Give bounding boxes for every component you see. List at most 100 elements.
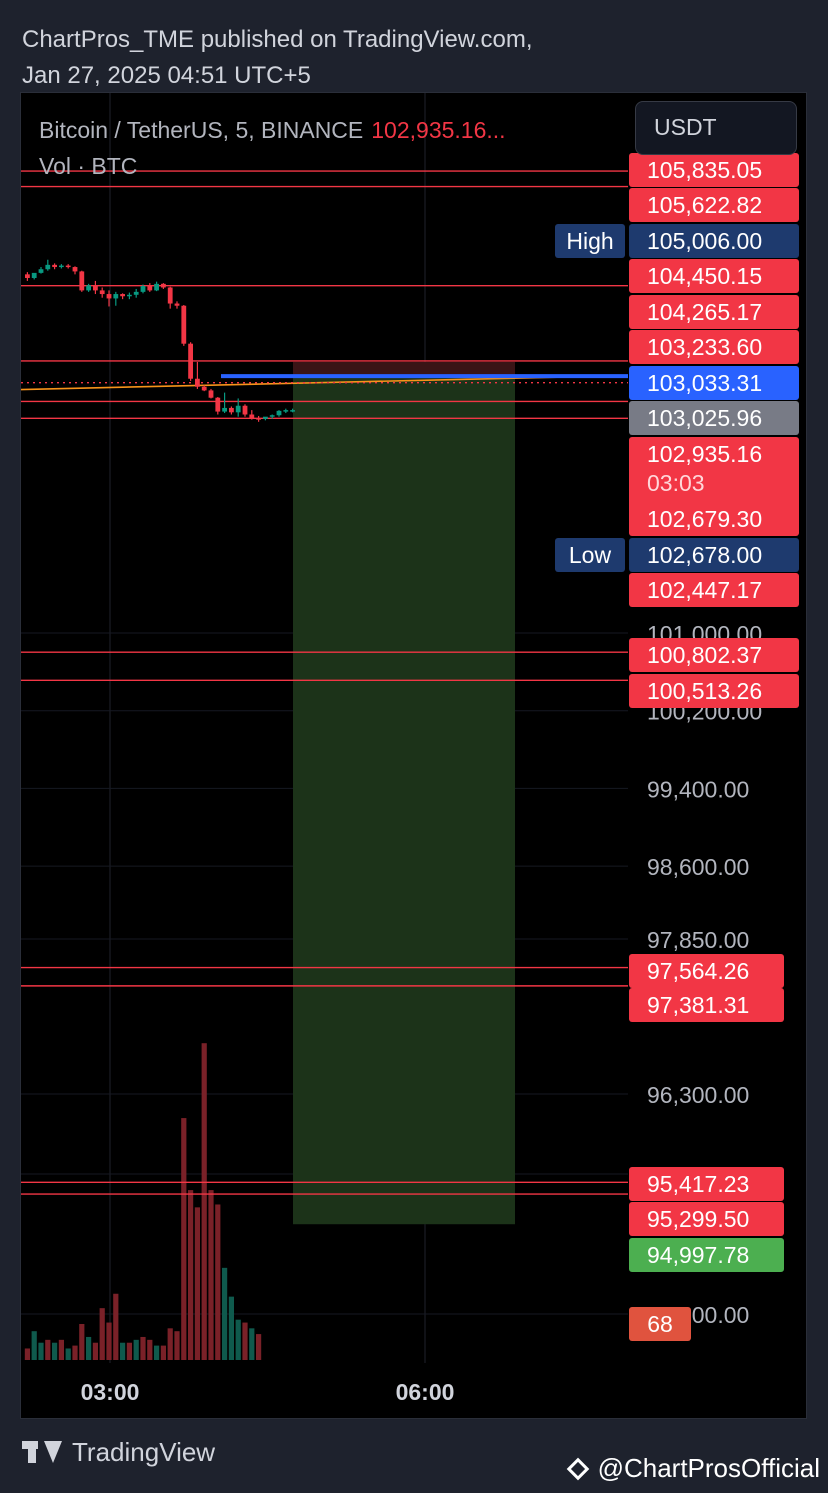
volume-bar (228, 1296, 234, 1360)
price-tag (629, 674, 799, 708)
candle-body (59, 265, 64, 268)
candle-body (38, 269, 44, 273)
candle-body (249, 414, 255, 419)
price-tag (629, 954, 784, 988)
volume-bar (242, 1322, 248, 1360)
price-tag (629, 330, 799, 364)
candle-body (269, 415, 275, 417)
volume-tag (629, 1307, 691, 1341)
volume-bar (154, 1345, 160, 1360)
volume-bar (208, 1190, 214, 1360)
reward-zone (293, 376, 515, 1225)
volume-bar (31, 1331, 37, 1360)
price-tag (629, 366, 799, 400)
y-tick-label: 98,600.00 (647, 854, 749, 880)
price-tag (629, 1202, 784, 1236)
volume-bar (45, 1339, 51, 1360)
brand-name: TradingView (72, 1437, 216, 1467)
y-tick-label: 97,850.00 (647, 927, 749, 953)
price-tag-label: 102,678.00 (647, 542, 762, 568)
volume-bar (222, 1267, 228, 1360)
currency-button[interactable]: USDT (635, 101, 797, 155)
candle-body (242, 405, 248, 415)
price-tag-label: 105,006.00 (647, 228, 762, 254)
price-tag (629, 502, 799, 536)
volume-bar (86, 1336, 92, 1360)
volume-bar (174, 1331, 180, 1360)
watermark-text: @ChartProsOfficial (597, 1453, 820, 1483)
candle-body (263, 416, 268, 419)
volume-bar (167, 1328, 173, 1360)
price-tag-label: 95,299.50 (647, 1206, 749, 1232)
volume-bar (92, 1342, 98, 1360)
price-tag (629, 153, 799, 187)
candle-body (113, 294, 119, 299)
candle-body (167, 287, 173, 304)
price-tag-label: 102,935.16 (647, 441, 762, 467)
candle-body (140, 286, 146, 292)
candle-body (222, 407, 227, 412)
risk-zone (293, 361, 515, 377)
candle-body (283, 410, 289, 412)
price-tag (629, 437, 799, 509)
symbol-legend[interactable]: Bitcoin / TetherUS, 5, BINANCE 102,935.16… (39, 117, 506, 144)
candle-body (127, 294, 132, 297)
candle-body (52, 264, 57, 268)
y-tick-label: 96,300.00 (647, 1082, 749, 1108)
candle-body (25, 274, 30, 278)
price-tag-label: 100,802.37 (647, 642, 762, 668)
volume-bar (188, 1190, 194, 1360)
extreme-tag-label: Low (569, 542, 612, 568)
volume-bar (79, 1324, 85, 1360)
volume-bar (106, 1322, 112, 1360)
candle-body (93, 285, 98, 291)
price-tag-label: 94,997.78 (647, 1242, 749, 1268)
chart-pane[interactable]: 101,000.00 100,200.00 99,400.00 98,600.00 97… (20, 92, 807, 1419)
price-chart[interactable]: 101,000.00100,200.0099,400.0098,600.0097… (21, 93, 806, 1418)
volume-bar (99, 1308, 105, 1360)
price-tag (629, 638, 799, 672)
candle-body (79, 271, 85, 291)
candle-body (65, 265, 71, 268)
legend-price: 102,935.16... (371, 117, 506, 143)
volume-bar (140, 1336, 146, 1360)
volume-bar (147, 1339, 153, 1360)
volume-bar (194, 1207, 200, 1360)
x-tick-label: 06:00 (396, 1379, 455, 1405)
price-tag-label: 103,233.60 (647, 334, 762, 360)
candle-body (208, 390, 214, 398)
price-tag-label: 97,564.26 (647, 958, 749, 984)
price-tag (629, 224, 799, 258)
price-tag (629, 188, 799, 222)
price-tag-label: 100,513.26 (647, 678, 762, 704)
publisher-line: ChartPros_TME published on TradingView.c… (22, 26, 533, 53)
price-tag (629, 295, 799, 329)
volume-bar (126, 1342, 132, 1360)
price-tag-label: 95,417.23 (647, 1171, 749, 1197)
price-tag-label: 105,622.82 (647, 192, 762, 218)
extreme-tag (555, 224, 625, 258)
volume-bar (38, 1342, 44, 1360)
price-tag-label: 104,265.17 (647, 299, 762, 325)
candle-body (235, 405, 241, 413)
volume-bar (52, 1342, 58, 1360)
price-tag (629, 401, 799, 435)
volume-bar (72, 1345, 78, 1360)
volume-bar (181, 1118, 187, 1360)
price-tag-label: 102,679.30 (647, 506, 762, 532)
price-tag-label: 105,835.05 (647, 157, 762, 183)
price-tag-label: 103,033.31 (647, 370, 762, 396)
volume-legend[interactable]: Vol · BTC (39, 153, 138, 179)
countdown-label: 03:03 (647, 470, 705, 496)
price-tag (629, 1238, 784, 1272)
candle-body (147, 286, 153, 291)
watermark: @ChartProsOfficial (566, 1453, 820, 1484)
candle-body (106, 294, 112, 299)
tradingview-logo: TradingView (22, 1437, 215, 1468)
extreme-tag (555, 538, 625, 572)
price-tag-label: 103,025.96 (647, 405, 762, 431)
extreme-tag-label: High (566, 228, 613, 254)
y-tick-label: 99,400.00 (647, 776, 749, 802)
price-tag-label: 104,450.15 (647, 263, 762, 289)
candle-body (290, 410, 295, 412)
